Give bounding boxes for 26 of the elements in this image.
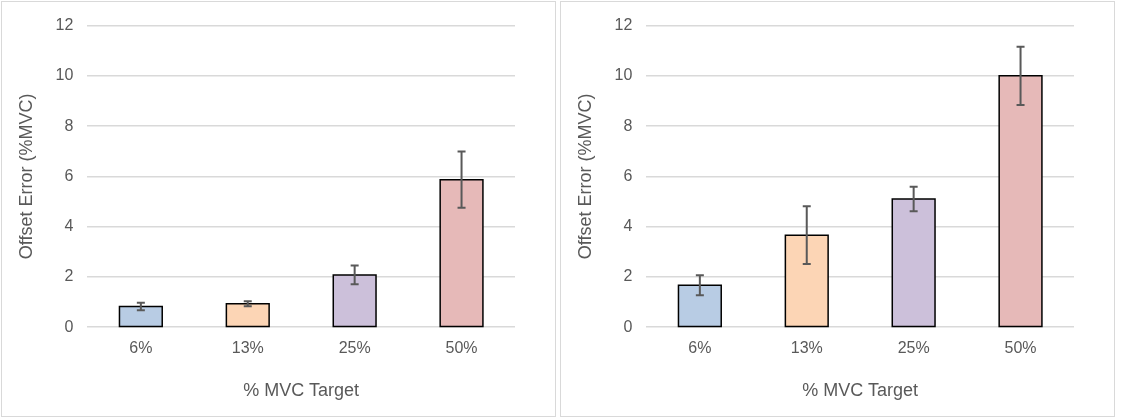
y-tick-label: 0 <box>64 317 74 335</box>
x-axis-title: % MVC Target <box>802 380 919 401</box>
x-tick-label: 25% <box>338 339 371 357</box>
y-tick-label: 2 <box>64 267 74 285</box>
x-tick-label: 6% <box>129 339 153 357</box>
x-tick-label: 13% <box>790 339 823 357</box>
x-tick-label: 6% <box>688 339 712 357</box>
y-tick-label: 12 <box>55 16 74 34</box>
y-tick-label: 8 <box>623 116 633 134</box>
y-tick-label: 6 <box>64 166 74 184</box>
y-axis-title: Offset Error (%MVC) <box>574 93 595 260</box>
y-tick-label: 12 <box>614 16 633 34</box>
y-tick-label: 10 <box>614 66 633 84</box>
x-axis-title: % MVC Target <box>243 380 360 401</box>
y-tick-label: 8 <box>64 116 74 134</box>
y-tick-label: 4 <box>64 217 74 235</box>
x-tick-label: 50% <box>1004 339 1037 357</box>
y-axis-title: Offset Error (%MVC) <box>15 93 36 260</box>
y-tick-label: 2 <box>623 267 633 285</box>
y-tick-label: 4 <box>623 217 633 235</box>
y-tick-label: 6 <box>623 166 633 184</box>
y-tick-label: 0 <box>623 317 633 335</box>
x-tick-label: 25% <box>897 339 930 357</box>
x-tick-label: 50% <box>445 339 478 357</box>
x-tick-label: 13% <box>231 339 264 357</box>
y-tick-label: 10 <box>55 66 74 84</box>
